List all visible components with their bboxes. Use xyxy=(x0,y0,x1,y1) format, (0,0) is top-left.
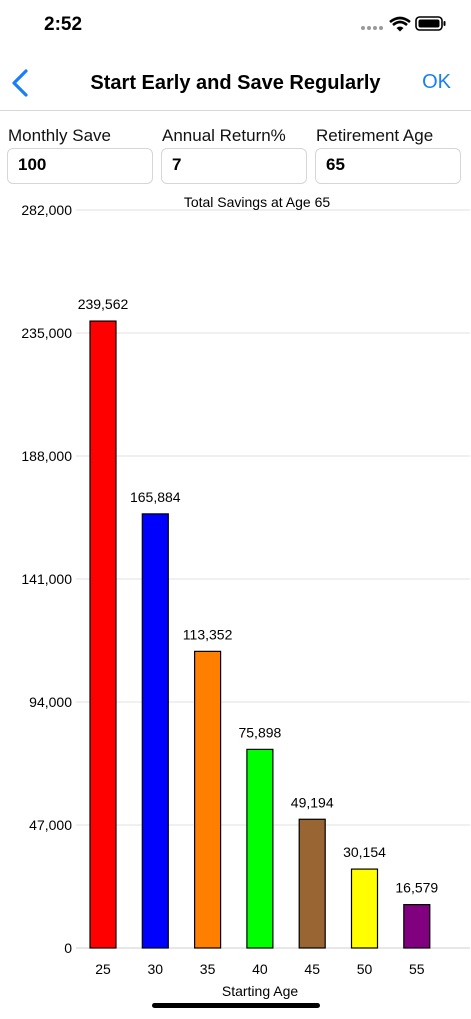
bar-55 xyxy=(403,904,431,949)
data-label: 49,194 xyxy=(291,794,334,810)
data-label: 165,884 xyxy=(130,489,181,505)
home-indicator xyxy=(152,1003,320,1008)
retirement-age-field[interactable] xyxy=(315,148,461,184)
y-tick-label: 0 xyxy=(64,940,72,956)
status-icons xyxy=(359,14,447,39)
y-tick-label: 94,000 xyxy=(29,694,72,710)
y-tick-label: 188,000 xyxy=(21,448,72,464)
x-tick-label: 50 xyxy=(357,961,373,977)
status-bar: 2:52 xyxy=(0,0,471,50)
x-tick-label: 25 xyxy=(95,961,111,977)
data-label: 16,579 xyxy=(395,880,438,896)
y-tick-label: 235,000 xyxy=(21,325,72,341)
wifi-icon xyxy=(389,16,411,32)
x-tick-label: 30 xyxy=(148,961,164,977)
cellular-signal-icon xyxy=(361,26,383,30)
x-tick-label: 35 xyxy=(200,961,216,977)
monthly-save-label: Monthly Save xyxy=(8,126,111,145)
bar-30 xyxy=(141,513,169,949)
retirement-age-input[interactable] xyxy=(316,149,456,181)
y-tick-label: 47,000 xyxy=(29,817,72,833)
page-title: Start Early and Save Regularly xyxy=(90,72,381,94)
status-time: 2:52 xyxy=(44,14,83,35)
bar-35 xyxy=(194,650,222,949)
annual-return-input[interactable] xyxy=(162,149,302,181)
y-tick-label: 282,000 xyxy=(21,202,72,218)
bar-45 xyxy=(298,818,326,949)
x-tick-label: 40 xyxy=(252,961,268,977)
data-label: 239,562 xyxy=(78,296,129,312)
savings-bar-chart: 0 47,000 94,000 141,000 188,000 235,000 282,00… xyxy=(21,194,470,999)
chevron-left-icon xyxy=(12,69,28,97)
x-tick-label: 55 xyxy=(409,961,425,977)
navigation-bar: Start Early and Save Regularly OK xyxy=(0,56,471,111)
bar-25 xyxy=(89,320,117,949)
data-label: 113,352 xyxy=(183,626,233,642)
x-tick-label: 45 xyxy=(304,961,320,977)
annual-return-label: Annual Return% xyxy=(162,126,286,145)
monthly-save-input[interactable] xyxy=(8,149,148,181)
bar-40 xyxy=(246,748,274,949)
data-label: 30,154 xyxy=(343,844,386,860)
y-tick-label: 141,000 xyxy=(21,571,72,587)
x-axis-label: Starting Age xyxy=(222,983,298,999)
annual-return-field[interactable] xyxy=(161,148,307,184)
retirement-age-label: Retirement Age xyxy=(316,126,434,145)
data-label: 75,898 xyxy=(238,724,281,740)
battery-icon xyxy=(415,16,446,31)
bar-50 xyxy=(350,868,379,949)
monthly-save-field[interactable] xyxy=(7,148,153,184)
ok-button[interactable]: OK xyxy=(422,71,451,93)
chart-title: Total Savings at Age 65 xyxy=(184,194,331,210)
back-button[interactable] xyxy=(6,66,36,100)
